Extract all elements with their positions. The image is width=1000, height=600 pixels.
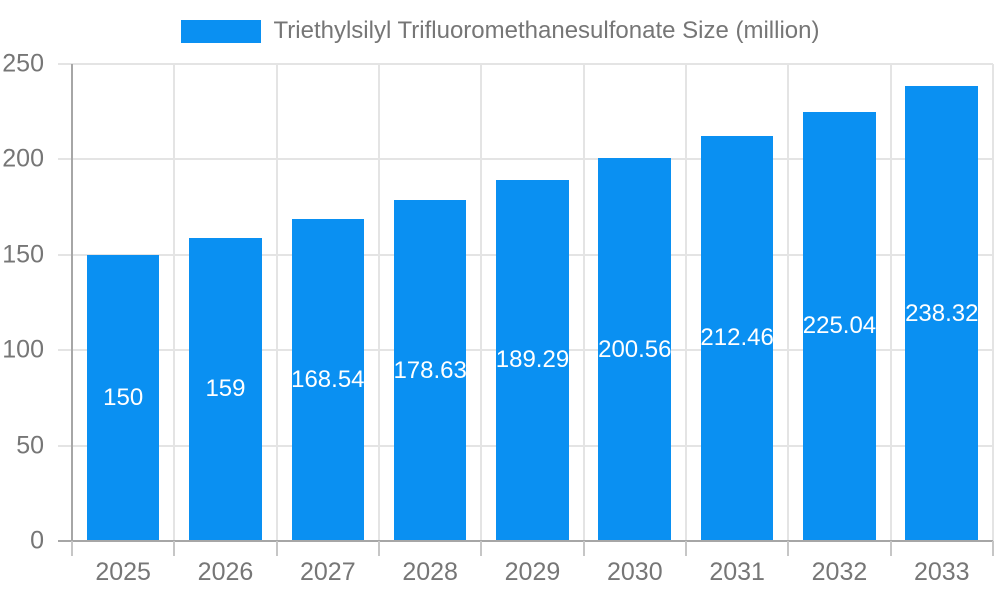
bar-series: 150 159 168.54 178.63 189.29 200.56 212.46 225.… [72, 64, 993, 541]
y-tick-label: 250 [2, 49, 44, 78]
gridline-horizontal [58, 158, 993, 161]
gridline-vertical [173, 64, 176, 541]
gridline-vertical [275, 64, 278, 541]
gridline-vertical [377, 64, 380, 541]
bar-category-cell: 225.04 [788, 64, 890, 541]
gridline-vertical [889, 64, 892, 541]
x-axis-tick-labels: 2025 2026 2027 2028 2029 2030 2031 2032 2033 [72, 558, 993, 587]
bar-value-label: 200.56 [598, 335, 672, 363]
legend-label: Triethylsilyl Trifluoromethanesulfonate … [273, 17, 820, 44]
gridline-vertical [480, 64, 483, 541]
x-axis-ticks [71, 541, 994, 556]
bar-category-cell: 150 [72, 64, 174, 541]
bar-category-cell: 212.46 [686, 64, 788, 541]
bar: 159 [189, 237, 262, 541]
bar: 150 [86, 254, 160, 541]
y-tick-label: 100 [2, 335, 44, 364]
bar: 189.29 [495, 179, 570, 541]
x-tick-label: 2030 [606, 558, 663, 586]
bar-value-label: 168.54 [291, 366, 365, 394]
y-tick-label: 200 [2, 144, 44, 173]
gridline-vertical [992, 64, 994, 541]
y-axis-tick-labels: 0 50 100 150 200 250 [0, 51, 58, 553]
x-tick-label: 2028 [402, 558, 458, 586]
bar-category-cell: 189.29 [481, 64, 583, 541]
x-tick-label: 2032 [811, 558, 868, 586]
x-tick-label: 2033 [913, 558, 970, 586]
x-axis-tick [889, 541, 892, 556]
x-axis-tick [582, 541, 585, 556]
bar-value-label: 225.04 [802, 312, 877, 340]
y-tick-label: 0 [30, 526, 44, 555]
gridline-horizontal [58, 63, 993, 65]
bar: 212.46 [700, 135, 774, 541]
x-axis-tick [480, 541, 483, 556]
bar: 225.04 [802, 111, 877, 541]
x-tick-label: 2026 [197, 558, 254, 586]
chart-legend-item[interactable]: Triethylsilyl Trifluoromethanesulfonate … [0, 15, 1000, 47]
plot-area: 150 159 168.54 178.63 189.29 200.56 212.46 225.… [58, 63, 994, 541]
x-axis-tick [377, 541, 380, 556]
bar-value-label: 189.29 [495, 346, 570, 374]
gridline-vertical [787, 64, 790, 541]
x-tick-label: 2031 [709, 558, 765, 586]
gridline-vertical [684, 64, 687, 541]
bar-category-cell: 238.32 [891, 64, 993, 541]
bar-category-cell: 178.63 [379, 64, 481, 541]
x-tick-label: 2029 [504, 558, 561, 586]
bar-value-label: 212.46 [700, 324, 774, 352]
bar-category-cell: 200.56 [584, 64, 686, 541]
x-axis-tick [275, 541, 278, 556]
x-axis-tick [992, 541, 994, 556]
bar: 238.32 [905, 86, 978, 541]
x-tick-label: 2027 [300, 558, 356, 586]
bar-value-label: 178.63 [393, 356, 467, 384]
bar-value-label: 150 [103, 383, 144, 411]
x-tick-label: 2025 [95, 558, 151, 586]
bar-value-label: 238.32 [905, 299, 979, 327]
bar: 178.63 [393, 200, 467, 541]
legend-swatch [180, 19, 261, 43]
x-axis-tick [173, 541, 176, 556]
bar-value-label: 159 [205, 375, 246, 403]
y-axis-line [71, 64, 73, 541]
bar: 168.54 [291, 219, 365, 541]
x-axis-tick [684, 541, 687, 556]
x-axis-line [58, 540, 993, 542]
bar: 200.56 [598, 158, 672, 541]
x-axis-tick [787, 541, 790, 556]
gridline-vertical [582, 64, 585, 541]
x-axis-tick [71, 541, 73, 556]
bar-category-cell: 159 [174, 64, 276, 541]
y-tick-label: 50 [16, 431, 44, 460]
bar-category-cell: 168.54 [277, 64, 379, 541]
y-tick-label: 150 [2, 240, 44, 269]
